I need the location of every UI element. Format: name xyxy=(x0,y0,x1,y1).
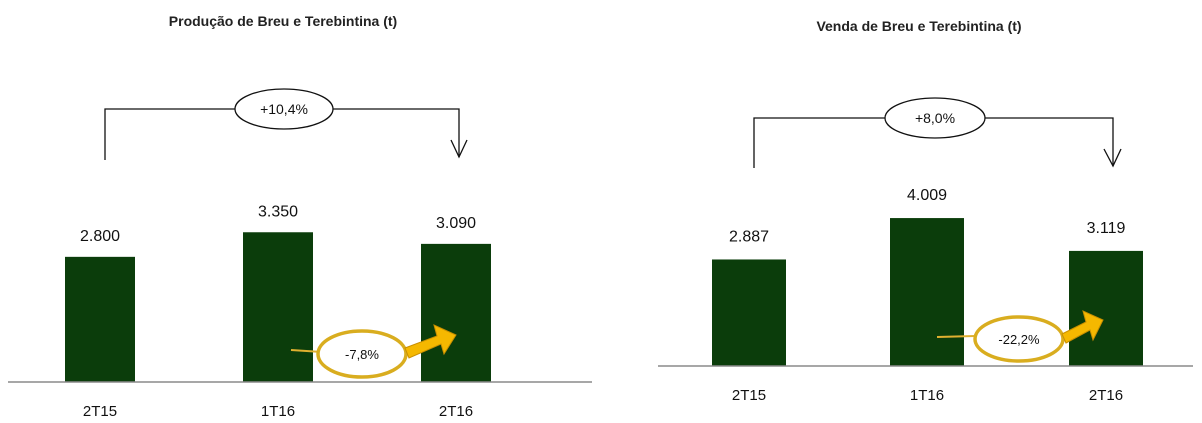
overall-change-label: +8,0% xyxy=(915,110,955,126)
overall-change-oval xyxy=(884,97,986,139)
bar-1t16 xyxy=(890,218,964,366)
chart-title: Venda de Breu e Terebintina (t) xyxy=(816,18,1021,34)
category-label: 2T16 xyxy=(1089,387,1123,404)
down-arrow-icon xyxy=(1103,148,1122,168)
overall-change-oval xyxy=(234,88,334,130)
value-label: 3.119 xyxy=(1087,220,1126,237)
bar-2t16 xyxy=(421,243,491,382)
qoq-change-label: -22,2% xyxy=(998,332,1040,347)
bar-1t16 xyxy=(243,232,313,382)
qoq-change-oval xyxy=(973,315,1065,363)
value-label: 3.350 xyxy=(258,203,298,220)
qoq-pointer-line xyxy=(936,335,976,338)
qoq-change-oval xyxy=(316,329,408,379)
production-chart-panel: Produção de Breu e Terebintina (t) +10,4… xyxy=(8,13,592,420)
production-chart: Produção de Breu e Terebintina (t) +10,4… xyxy=(8,13,592,420)
overall-change-bracket xyxy=(104,108,460,160)
value-label: 2.887 xyxy=(729,228,769,245)
category-label: 1T16 xyxy=(261,403,295,420)
bar-2t15 xyxy=(65,256,135,382)
bar-2t16 xyxy=(1069,250,1143,366)
down-arrow-icon xyxy=(450,139,468,159)
category-label: 2T16 xyxy=(439,403,473,420)
bar-2t15 xyxy=(712,259,786,366)
sales-chart-panel: Venda de Breu e Terebintina (t) +8,0% 2.… xyxy=(601,0,1202,423)
trend-arrow-icon xyxy=(404,324,457,359)
category-label: 1T16 xyxy=(910,387,944,404)
category-label: 2T15 xyxy=(732,387,766,404)
value-label: 4.009 xyxy=(907,187,947,204)
chart-title: Produção de Breu e Terebintina (t) xyxy=(169,13,397,29)
category-label: 2T15 xyxy=(83,403,117,420)
overall-change-bracket xyxy=(753,117,1114,168)
sales-chart: Venda de Breu e Terebintina (t) +8,0% 2.… xyxy=(658,18,1193,404)
value-label: 3.090 xyxy=(436,215,476,232)
qoq-change-label: -7,8% xyxy=(345,347,379,362)
overall-change-label: +10,4% xyxy=(260,101,308,117)
value-label: 2.800 xyxy=(80,228,120,245)
trend-arrow-icon xyxy=(1061,310,1104,344)
